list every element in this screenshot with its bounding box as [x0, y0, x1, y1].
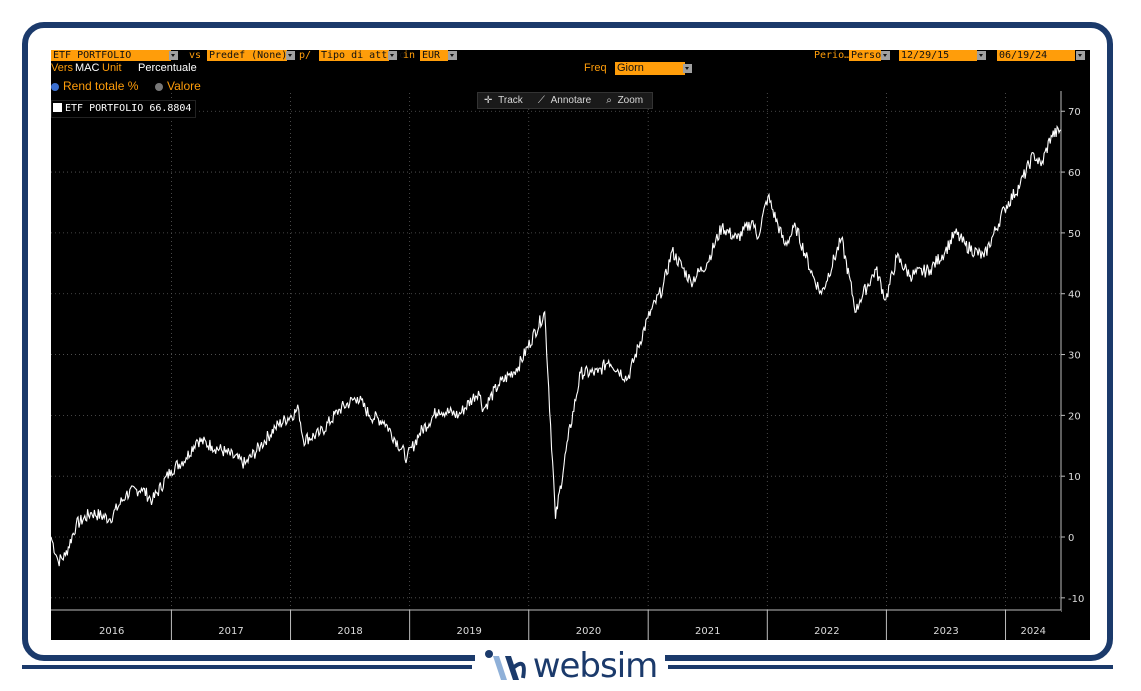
asset-type-dropdown-icon[interactable]: [388, 51, 397, 60]
x-tick-label: 2024: [1021, 626, 1046, 637]
mode-value-label: Valore: [167, 79, 201, 93]
brand-mark-icon: [484, 650, 526, 680]
annotate-label: Annotare: [550, 95, 592, 106]
security-field[interactable]: ETF PORTFOLIO: [51, 50, 171, 61]
options-row: Vers MAC Unit Percentuale Freq Giorn: [51, 62, 1090, 76]
end-calendar-icon[interactable]: [1076, 51, 1085, 60]
y-tick-label: 0: [1068, 533, 1074, 544]
x-tick-label: 2023: [933, 626, 958, 637]
asset-type-field[interactable]: Tipo di attivo: [319, 50, 406, 61]
period-field[interactable]: Perso: [849, 50, 882, 61]
zoom-tool[interactable]: ⌕ Zoom: [603, 93, 649, 108]
currency-field[interactable]: EUR: [420, 50, 448, 61]
chart-screen: ETF PORTFOLIO vs Predef (None) p/ Tipo d…: [51, 50, 1090, 640]
per-label: p/: [299, 50, 312, 61]
legend: ETF PORTFOLIO 66.8804: [51, 100, 197, 118]
brand-name: websim: [532, 646, 659, 686]
toolbar: ETF PORTFOLIO vs Predef (None) p/ Tipo d…: [51, 50, 1090, 62]
radio-selected-icon: [51, 82, 59, 91]
start-calendar-icon[interactable]: [977, 51, 986, 60]
legend-series-name: ETF PORTFOLIO: [65, 103, 144, 114]
end-date-field[interactable]: 06/19/24: [997, 50, 1075, 61]
x-tick-label: 2022: [814, 626, 839, 637]
currency-dropdown-icon[interactable]: [448, 51, 457, 60]
vers-value[interactable]: MAC: [75, 62, 100, 74]
freq-label: Freq: [584, 62, 607, 74]
period-label: Perio…: [814, 50, 851, 61]
x-axis-band: [51, 610, 1061, 640]
legend-last-value: 66.8804: [149, 103, 192, 114]
vs-field[interactable]: Predef (None): [207, 50, 288, 61]
x-tick-label: 2021: [695, 626, 720, 637]
footer-line-right: [668, 665, 1113, 669]
vs-label: vs: [189, 50, 202, 61]
y-tick-label: -10: [1068, 594, 1084, 605]
unit-value[interactable]: Percentuale: [138, 62, 197, 74]
x-tick-label: 2019: [456, 626, 481, 637]
footer-line-left: [22, 665, 472, 669]
series-line-etf-portfolio: [51, 124, 1062, 567]
line-chart: -10 0 10 20 30 40 50 60 70 2016 2017 2018 2019 2020 20…: [51, 91, 1084, 640]
y-tick-label: 40: [1068, 290, 1081, 301]
x-tick-label: 2018: [337, 626, 362, 637]
unit-label: Unit: [102, 62, 122, 74]
start-date-field[interactable]: 12/29/15: [899, 50, 977, 61]
freq-dropdown-icon[interactable]: [683, 64, 692, 73]
x-tick-label: 2016: [99, 626, 124, 637]
legend-swatch-icon[interactable]: [53, 103, 62, 112]
track-tool[interactable]: ✛ Track: [481, 93, 529, 108]
mode-row: Rend totale % Valore: [51, 77, 651, 93]
security-dropdown-icon[interactable]: [169, 51, 178, 60]
y-tick-label: 50: [1068, 229, 1081, 240]
mode-total-label: Rend totale %: [63, 79, 139, 93]
track-label: Track: [498, 95, 523, 106]
y-tick-label: 70: [1068, 107, 1081, 118]
period-dropdown-icon[interactable]: [881, 51, 890, 60]
x-tick-label: 2017: [218, 626, 243, 637]
y-tick-label: 30: [1068, 351, 1081, 362]
in-label: in: [403, 50, 416, 61]
footer: websim: [0, 643, 1141, 689]
y-tick-label: 20: [1068, 411, 1081, 422]
annotate-tool[interactable]: ⟋ Annotare: [535, 93, 597, 108]
zoom-label: Zoom: [617, 95, 644, 106]
y-tick-label: 10: [1068, 472, 1081, 483]
mode-total-return[interactable]: Rend totale %: [51, 79, 138, 93]
x-tick-label: 2020: [576, 626, 601, 637]
brand-logo: websim: [475, 643, 665, 689]
vers-label: Vers: [51, 62, 74, 74]
freq-field[interactable]: Giorn: [615, 62, 685, 75]
mode-value[interactable]: Valore: [155, 79, 201, 93]
chart-tools: ✛ Track ⟋ Annotare ⌕ Zoom: [477, 92, 654, 109]
radio-unselected-icon: [155, 82, 163, 91]
vs-dropdown-icon[interactable]: [286, 51, 295, 60]
y-tick-label: 60: [1068, 168, 1081, 179]
